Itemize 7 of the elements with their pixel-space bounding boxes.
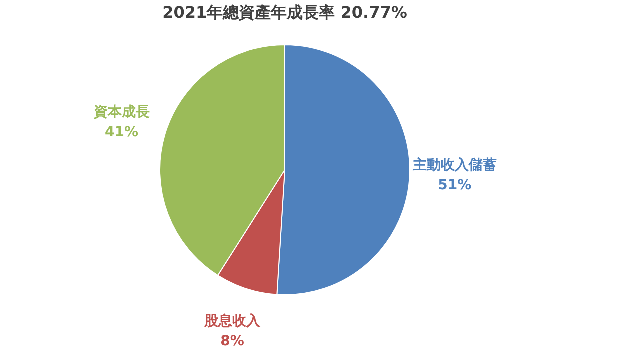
data-label: 51%: [438, 177, 472, 194]
slice-label: 主動收入儲蓄: [412, 156, 497, 174]
data-label: 8%: [220, 334, 244, 350]
data-label: 41%: [104, 124, 139, 141]
slice-label: 資本成長: [92, 104, 150, 121]
slice-label: 股息收入: [203, 314, 262, 330]
chart-title: 2021年總資產年成長率 20.77%: [162, 3, 408, 22]
